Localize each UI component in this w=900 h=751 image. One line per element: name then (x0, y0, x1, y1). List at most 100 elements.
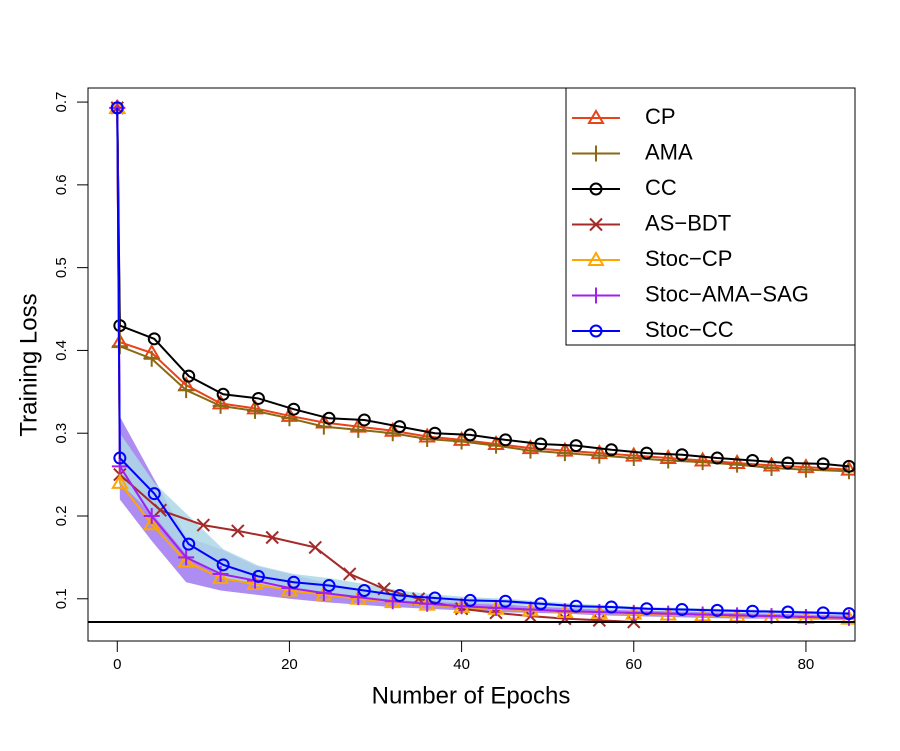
marker (534, 597, 548, 611)
marker (781, 456, 795, 470)
marker (251, 391, 265, 405)
marker (640, 446, 654, 460)
marker (428, 426, 442, 440)
y-tick-label: 0.7 (53, 92, 70, 113)
y-tick-label: 0.5 (53, 257, 70, 278)
marker (142, 515, 161, 531)
marker (589, 324, 603, 338)
marker (428, 591, 442, 605)
y-tick-label: 0.6 (53, 174, 70, 195)
x-tick-label: 80 (798, 656, 815, 673)
legend: CP AMA CC AS−BDT Stoc−CP Stoc−AMA−SAG Stoc−CC (565, 87, 856, 346)
series-line (116, 107, 850, 615)
legend-label: AS−BDT (645, 210, 731, 235)
marker (675, 603, 689, 617)
marker (216, 558, 230, 572)
marker (588, 287, 604, 304)
marker (393, 588, 407, 602)
marker (322, 411, 336, 425)
marker (640, 602, 654, 616)
marker (556, 445, 573, 462)
marker (816, 457, 830, 471)
y-tick-label: 0.4 (53, 340, 70, 361)
marker (287, 575, 301, 589)
marker (182, 537, 196, 551)
x-tick-label: 20 (281, 656, 298, 673)
marker (212, 397, 229, 414)
marker (463, 593, 477, 607)
legend-label: AMA (645, 139, 693, 164)
marker (143, 350, 160, 367)
marker (350, 421, 367, 438)
confidence-band (117, 107, 849, 621)
marker (393, 420, 407, 434)
y-tick-label: 0.3 (53, 423, 70, 444)
marker (604, 443, 618, 457)
marker (342, 567, 357, 581)
marker (842, 607, 855, 621)
marker (357, 413, 371, 427)
marker (308, 540, 322, 555)
marker (591, 447, 608, 464)
marker (781, 605, 795, 619)
marker (589, 217, 603, 232)
x-axis-label: Number of Epochs (372, 682, 571, 709)
marker (589, 182, 603, 196)
series-line (116, 107, 850, 468)
marker (499, 594, 513, 608)
marker (147, 332, 161, 346)
x-tick-label: 0 (113, 656, 121, 673)
plot-frame (87, 87, 856, 642)
marker (357, 584, 371, 598)
marker (660, 452, 677, 469)
marker (110, 101, 124, 115)
marker (453, 598, 470, 615)
legend-box (565, 87, 856, 346)
marker (384, 425, 401, 442)
marker (216, 387, 230, 401)
marker (816, 606, 830, 620)
legend-label: Stoc−CC (645, 317, 734, 342)
marker (113, 451, 127, 465)
marker (587, 109, 605, 124)
plot-area (108, 98, 855, 629)
legend-label: CP (645, 104, 676, 129)
marker (182, 369, 196, 383)
marker (111, 473, 129, 489)
marker (322, 579, 336, 593)
x-tick-label: 60 (625, 656, 642, 673)
y-tick-label: 0.2 (53, 506, 70, 527)
marker (569, 599, 583, 613)
legend-label: CC (645, 175, 677, 200)
marker (592, 613, 607, 628)
marker (251, 569, 265, 583)
marker (746, 604, 760, 618)
marker (143, 507, 160, 524)
legend-label: Stoc−CP (645, 246, 732, 271)
marker (522, 601, 539, 618)
marker (675, 448, 689, 462)
marker (178, 382, 195, 399)
marker (287, 402, 301, 416)
marker (147, 487, 161, 501)
marker (231, 524, 245, 538)
marker (522, 442, 539, 459)
marker (746, 454, 760, 468)
marker (710, 451, 724, 465)
marker (499, 433, 513, 447)
marker (569, 439, 583, 453)
marker (534, 437, 548, 451)
y-tick-label: 0.1 (53, 588, 70, 609)
marker (588, 145, 604, 162)
x-tick-label: 40 (453, 656, 470, 673)
marker (153, 503, 168, 517)
marker (463, 428, 477, 442)
marker (265, 530, 279, 545)
series-line (116, 107, 634, 623)
legend-label: Stoc−AMA−SAG (645, 281, 809, 306)
marker (604, 600, 618, 614)
marker (840, 609, 855, 626)
marker (488, 437, 505, 454)
marker (842, 459, 855, 473)
